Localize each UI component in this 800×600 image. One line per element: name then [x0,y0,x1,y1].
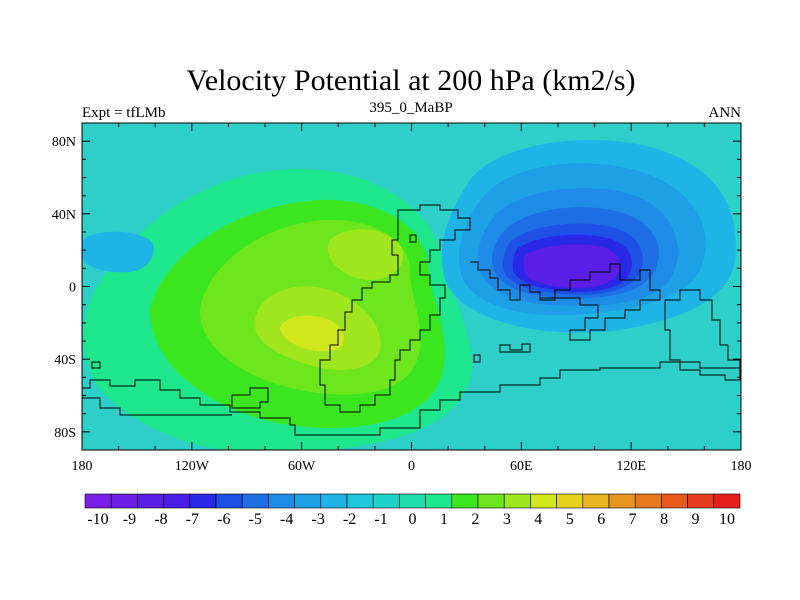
colorbar-swatch [372,493,400,509]
season-label: ANN [709,105,742,121]
colorbar-label: -7 [186,511,199,528]
colorbar-label: 1 [440,511,448,528]
colorbar-label: 4 [534,511,542,528]
colorbar-swatch [634,493,662,509]
colorbar-swatch [582,493,610,509]
colorbar-label: -8 [154,511,167,528]
colorbar-label: -6 [217,511,230,528]
colorbar-swatch [713,493,741,509]
colorbar-swatch [556,493,584,509]
y-tick-label: 40S [54,353,76,368]
colorbar-swatch [477,493,505,509]
colorbar-label: 3 [503,511,511,528]
y-tick-label: 80N [52,135,76,150]
x-tick-label: 60E [510,459,533,474]
contour-positive-5 [327,229,404,280]
y-tick-label: 40N [52,208,76,223]
map-plot-area [82,123,741,450]
coastline-india [409,234,417,243]
colorbar-swatch [608,493,636,509]
x-tick-label: 0 [408,459,415,474]
x-tick-label: 120E [616,459,646,474]
colorbar-swatch [530,493,557,509]
colorbar-swatch [451,493,479,509]
coastline-australia [664,289,741,381]
colorbar-swatch [189,493,217,509]
colorbar-label: 6 [597,511,605,528]
colorbar-swatch [399,493,426,509]
colorbar-swatch [268,493,295,509]
colorbar-swatch [163,493,191,509]
coastline-antarctica [82,361,740,436]
x-tick-label: 180 [72,459,93,474]
y-tick-label: 80S [54,426,76,441]
colorbar-label: -4 [280,511,293,528]
continent-outlines [82,204,741,436]
colorbar-swatch [137,493,164,509]
chart-title: Velocity Potential at 200 hPa (km2/s) [186,64,635,97]
x-tick-label: 60W [288,459,316,474]
y-tick-label: 0 [69,281,76,296]
colorbar-swatch [294,493,322,509]
colorbar-label: 2 [471,511,479,528]
colorbar-swatch [661,493,688,509]
coastline-antarctic-peninsula [82,397,232,416]
experiment-label: Expt = tfLMb [82,105,165,121]
colorbar-swatch [84,493,112,509]
colorbar-label: -9 [123,511,136,528]
contour-negative-8 [82,231,154,273]
colorbar-label: -10 [87,511,108,528]
contour-negative-7 [523,244,620,289]
coastline-southeast-asia [470,261,661,341]
case-label: 395_0_MaBP [369,100,452,116]
colorbar-swatch [110,493,138,509]
colorbar-swatch [687,493,715,509]
colorbar-label: 5 [566,511,574,528]
colorbar-swatch [241,493,269,509]
colorbar-label: 10 [719,511,735,528]
x-axis: 180 120W 60W 0 60E 120E 180 [72,123,752,474]
coastline-madagascar [473,354,481,363]
colorbar-label: -1 [374,511,387,528]
coastline-indonesia [499,343,531,353]
colorbar-swatch [320,493,348,509]
colorbar: -10 -9 -8 -7 -6 -5 -4 -3 -2 -1 0 1 2 3 4 5 6 7 8 9 10 [84,493,741,528]
colorbar-swatch [503,493,531,509]
colorbar-label: -3 [311,511,324,528]
coastline-africa-eurasia [319,204,471,413]
contour-positive-6 [280,315,345,352]
colorbar-label: 0 [409,511,417,528]
colorbar-label: 8 [660,511,668,528]
coastline-south-america [231,387,269,409]
colorbar-label: -2 [343,511,356,528]
colorbar-label: 7 [629,511,637,528]
x-tick-label: 120W [175,459,210,474]
colorbar-label: 9 [692,511,700,528]
colorbar-swatch [346,493,374,509]
colorbar-swatch [215,493,243,509]
colorbar-label: -5 [249,511,262,528]
y-axis: 80N 40N 0 40S 80S [52,135,741,441]
x-tick-label: 180 [731,459,752,474]
colorbar-swatch [425,493,453,509]
coastline-island-1 [91,361,101,369]
